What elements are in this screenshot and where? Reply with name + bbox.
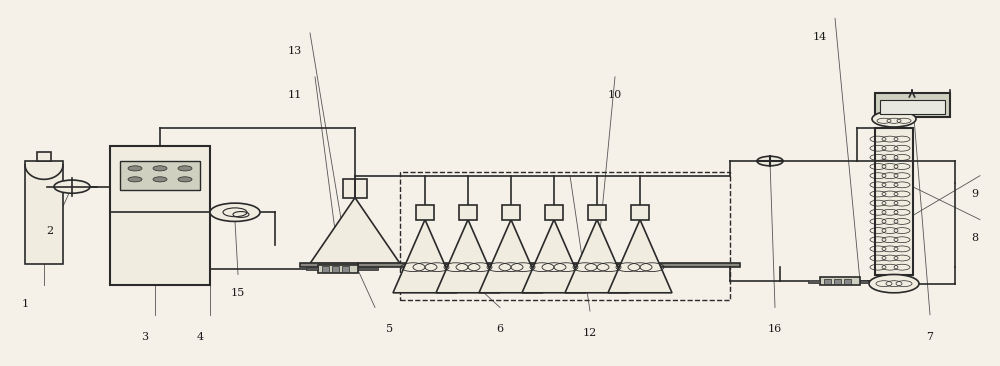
Text: 9: 9 bbox=[971, 189, 979, 199]
Circle shape bbox=[153, 166, 167, 171]
Bar bbox=[358, 267, 378, 270]
Bar bbox=[502, 205, 520, 220]
Circle shape bbox=[54, 180, 90, 193]
Circle shape bbox=[178, 177, 192, 182]
Bar bbox=[844, 279, 851, 284]
Bar bbox=[834, 279, 841, 284]
Bar bbox=[342, 266, 349, 272]
Text: 12: 12 bbox=[583, 328, 597, 338]
Bar bbox=[306, 267, 318, 270]
Circle shape bbox=[210, 203, 260, 221]
Circle shape bbox=[757, 156, 783, 166]
Bar bbox=[110, 146, 210, 285]
Circle shape bbox=[128, 177, 142, 182]
Text: 11: 11 bbox=[288, 90, 302, 100]
Circle shape bbox=[128, 166, 142, 171]
Text: 1: 1 bbox=[21, 299, 29, 309]
Polygon shape bbox=[608, 220, 672, 293]
Circle shape bbox=[178, 166, 192, 171]
Bar bbox=[875, 93, 950, 117]
Polygon shape bbox=[436, 220, 500, 293]
Text: 6: 6 bbox=[496, 324, 504, 335]
Bar bbox=[860, 280, 868, 283]
Polygon shape bbox=[522, 220, 586, 293]
Text: 8: 8 bbox=[971, 233, 979, 243]
Polygon shape bbox=[565, 220, 629, 293]
Text: 2: 2 bbox=[46, 225, 54, 236]
Bar bbox=[120, 161, 200, 190]
Polygon shape bbox=[479, 220, 543, 293]
Bar bbox=[37, 152, 51, 161]
Bar bbox=[875, 128, 913, 274]
Bar bbox=[300, 263, 740, 267]
Bar bbox=[808, 280, 820, 283]
Text: 14: 14 bbox=[813, 31, 827, 42]
Polygon shape bbox=[310, 198, 400, 264]
Bar bbox=[25, 161, 63, 264]
Text: 13: 13 bbox=[288, 46, 302, 56]
Text: 7: 7 bbox=[926, 332, 934, 342]
Circle shape bbox=[153, 177, 167, 182]
Bar bbox=[588, 205, 606, 220]
Polygon shape bbox=[393, 220, 457, 293]
Text: 16: 16 bbox=[768, 324, 782, 335]
Bar bbox=[631, 205, 649, 220]
Circle shape bbox=[869, 274, 919, 293]
Bar bbox=[318, 265, 358, 273]
Bar bbox=[545, 205, 563, 220]
Bar bbox=[343, 179, 367, 198]
Text: 15: 15 bbox=[231, 288, 245, 298]
Bar bbox=[880, 100, 945, 114]
Text: 10: 10 bbox=[608, 90, 622, 100]
Bar bbox=[459, 205, 477, 220]
Bar bbox=[416, 205, 434, 220]
Text: 5: 5 bbox=[386, 324, 394, 335]
Bar bbox=[322, 266, 329, 272]
Bar bbox=[332, 266, 339, 272]
Text: 4: 4 bbox=[196, 332, 204, 342]
Text: 3: 3 bbox=[141, 332, 149, 342]
Bar bbox=[400, 172, 730, 300]
Bar bbox=[824, 279, 831, 284]
Circle shape bbox=[872, 111, 916, 127]
Bar bbox=[820, 277, 860, 285]
